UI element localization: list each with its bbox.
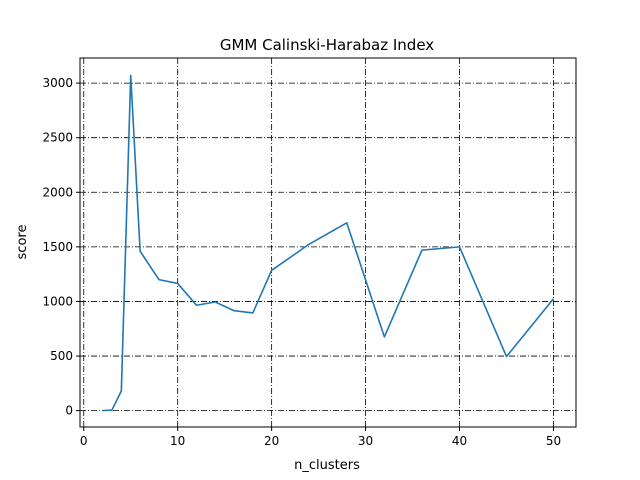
x-tick-label: 10 [170, 434, 185, 448]
x-tick-label: 20 [264, 434, 279, 448]
grid [80, 58, 576, 427]
y-tick-label: 1500 [42, 240, 73, 254]
score-line [102, 74, 555, 412]
y-axis-label: score [15, 225, 30, 260]
series [102, 74, 555, 412]
chart-title: GMM Calinski-Harabaz Index [220, 36, 434, 54]
x-axis-label: n_clusters [294, 458, 360, 473]
x-tick-label: 30 [358, 434, 373, 448]
y-tick-label: 1000 [42, 294, 73, 308]
y-tick-label: 0 [65, 404, 73, 418]
x-tick-label: 50 [546, 434, 561, 448]
plot-frame [79, 57, 577, 428]
x-tick-label: 0 [80, 434, 88, 448]
y-tick-label: 500 [50, 349, 73, 363]
y-tick-label: 2500 [42, 131, 73, 145]
y-tick-label: 2000 [42, 185, 73, 199]
y-tick-label: 3000 [42, 76, 73, 90]
x-tick-label: 40 [452, 434, 467, 448]
